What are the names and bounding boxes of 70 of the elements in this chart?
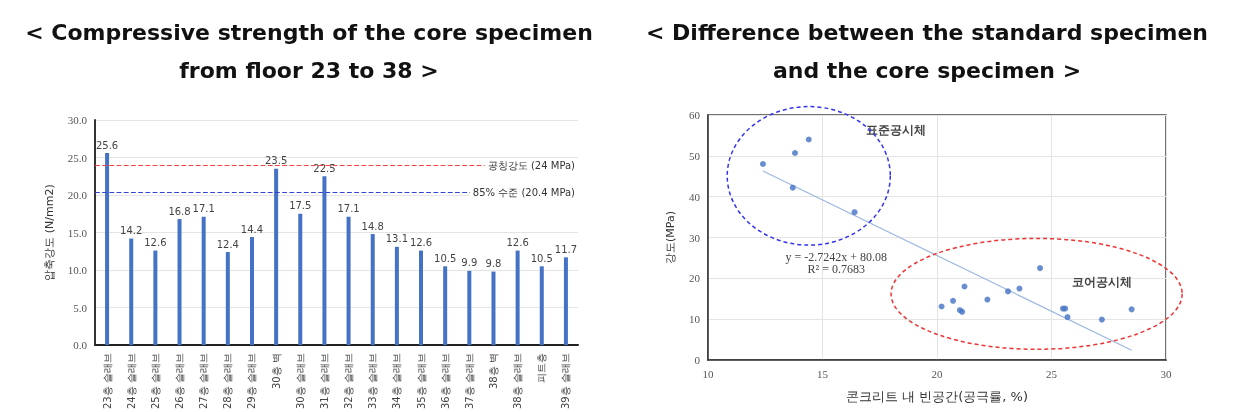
data-label: 12.6 — [506, 237, 529, 249]
data-label: 14.8 — [361, 220, 384, 232]
y-tick-label: 0 — [694, 354, 701, 366]
x-tick-label: 20 — [931, 367, 943, 380]
chart-title: < Difference between the standard specimen and the core specimen > — [645, 19, 1209, 85]
y-tick-label: 15.0 — [67, 226, 88, 239]
data-label: 10.5 — [530, 252, 553, 264]
annotation: R² = 0.7683 — [807, 262, 865, 277]
x-tick-label: 30 — [1160, 367, 1172, 380]
ref-line-label: 공칭강도 (24 MPa) — [487, 159, 576, 171]
x-tick-label: 36층 슬래브 — [439, 353, 451, 409]
x-axis-title: 콘크리트 내 빈공간(공극률, %) — [845, 389, 1029, 404]
x-tick-label: 29층 슬래브 — [246, 353, 258, 409]
x-tick-label: 15 — [817, 367, 829, 380]
ref-line-label: 85% 수준 (20.4 MPa) — [472, 186, 576, 198]
data-label: 16.8 — [168, 205, 191, 217]
x-tick-label: 10 — [702, 367, 714, 380]
x-tick-label: 28층 슬래브 — [222, 353, 234, 409]
data-label: 12.4 — [216, 238, 239, 250]
y-tick-label: 10 — [689, 313, 701, 326]
annotation: y = -2.7242x + 80.08 — [785, 250, 888, 265]
y-tick-label: 30.0 — [67, 114, 88, 126]
x-tick-label: 37층 슬래브 — [463, 353, 475, 409]
y-axis-title: 압축강도 (N/mm2) — [43, 184, 56, 281]
x-tick-label: 31층 슬래브 — [318, 353, 330, 409]
data-label: 23.5 — [264, 155, 288, 167]
x-tick-label: 38층 슬래브 — [512, 353, 524, 409]
chart-title: < Compressive strength of the core specimen from floor 23 to 38 > — [24, 19, 594, 85]
y-tick-label: 5.0 — [73, 301, 88, 314]
data-label: 14.2 — [120, 225, 143, 237]
x-tick-label: 26층 슬래브 — [174, 353, 186, 409]
x-tick-label: 25층 슬래브 — [149, 353, 161, 409]
data-label: 10.5 — [434, 252, 457, 264]
x-tick-label: 27층 슬래브 — [198, 353, 210, 409]
x-tick-label: 24층 슬래브 — [125, 353, 137, 409]
data-label: 13.1 — [385, 233, 409, 245]
data-label: 17.1 — [192, 203, 215, 215]
data-label: 22.5 — [313, 162, 336, 174]
data-label: 25.6 — [95, 139, 119, 151]
data-label: 9.9 — [461, 257, 478, 269]
y-tick-label: 50 — [689, 149, 701, 162]
data-label: 17.5 — [289, 200, 312, 212]
data-label: 17.1 — [337, 203, 360, 215]
y-axis-title: 강도(MPa) — [664, 211, 677, 264]
y-tick-label: 20.0 — [67, 189, 88, 202]
y-tick-label: 0.0 — [73, 339, 88, 352]
x-tick-label: 25 — [1046, 367, 1058, 380]
y-tick-label: 60 — [689, 109, 701, 121]
y-tick-label: 20 — [689, 272, 701, 285]
x-tick-label: 35층 슬래브 — [415, 353, 427, 409]
x-tick-label: 39층 슬래브 — [560, 353, 572, 409]
x-tick-label: 33층 슬래브 — [367, 353, 379, 409]
annotation: 표준공시체 — [865, 122, 926, 137]
y-tick-label: 25.0 — [67, 151, 88, 164]
x-tick-label: 23층 슬래브 — [101, 353, 113, 409]
x-tick-label: 38층 벽 — [487, 353, 499, 389]
y-tick-label: 30 — [689, 231, 701, 244]
x-tick-label: 30층 벽 — [270, 353, 282, 389]
data-label: 9.8 — [485, 258, 502, 270]
data-label: 14.4 — [240, 223, 264, 235]
annotation: 코어공시체 — [1071, 274, 1132, 289]
data-label: 11.7 — [554, 243, 578, 255]
x-tick-label: 30층 슬래브 — [294, 353, 306, 409]
x-tick-label: 34층 슬래브 — [391, 353, 403, 409]
data-label: 12.6 — [409, 237, 433, 249]
y-tick-label: 40 — [689, 190, 701, 203]
y-tick-label: 10.0 — [67, 264, 88, 277]
data-label: 12.6 — [144, 237, 167, 249]
x-tick-label: 피트층 — [536, 353, 548, 384]
x-tick-label: 32층 슬래브 — [343, 353, 355, 409]
